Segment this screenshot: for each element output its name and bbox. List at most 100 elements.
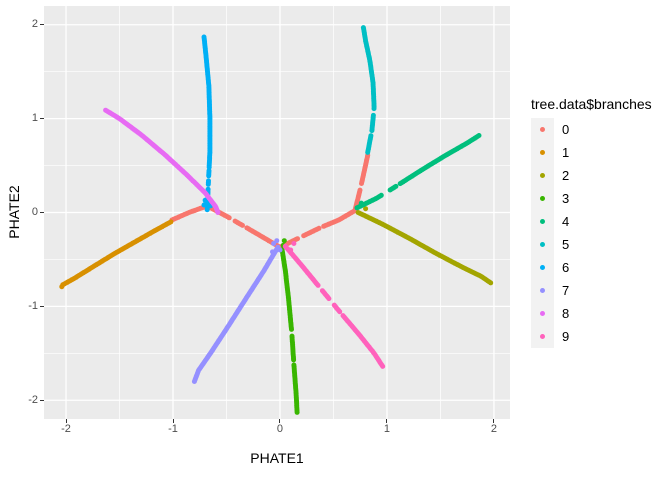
legend-key [531,233,554,256]
data-point [277,247,283,253]
x-tick-mark [279,419,281,423]
legend-dot [540,127,545,132]
legend-label: 5 [562,237,570,252]
legend-label: 0 [562,122,570,137]
legend-label: 2 [562,168,570,183]
data-point [326,296,332,302]
data-point [337,309,343,315]
legend-item-7: 7 [531,279,652,302]
data-point [378,192,384,198]
data-point [370,112,376,118]
data-point [201,202,207,208]
legend-dot [540,334,545,339]
data-point [274,238,280,244]
y-tick-mark [40,118,44,120]
legend-label: 4 [562,214,570,229]
data-point [191,379,197,384]
data-point [488,280,494,286]
legend-title: tree.data$branches [531,96,652,112]
data-point [201,34,207,40]
legend-key [531,302,554,325]
data-point [240,222,245,228]
data-point [358,200,364,206]
data-point [315,282,321,288]
y-tick-label: 0 [31,206,38,218]
legend-item-4: 4 [531,210,652,233]
plot-panel-svg [44,6,510,419]
legend-key [531,279,554,302]
data-point [291,357,297,363]
data-point [393,183,399,189]
legend-item-9: 9 [531,325,652,348]
data-point [476,133,482,138]
legend-key [531,164,554,187]
data-point [202,197,208,203]
legend-dot [540,311,545,316]
x-tick-mark [65,419,67,423]
data-point [168,219,174,225]
legend-item-8: 8 [531,302,652,325]
legend-item-5: 5 [531,233,652,256]
data-point [215,210,221,215]
legend-dot [540,219,545,224]
y-tick-label: -1 [28,299,38,312]
data-point [288,247,294,253]
data-point [316,225,322,231]
y-axis-title: PHATE2 [6,185,22,239]
legend-label: 8 [562,306,570,321]
data-point [360,25,366,31]
data-point [281,238,287,244]
y-tick-mark [40,305,44,307]
y-tick-mark [40,24,44,26]
legend-item-1: 1 [531,141,652,164]
legend-dot [540,150,545,155]
legend-item-3: 3 [531,187,652,210]
y-tick-label: 2 [31,18,38,31]
data-point [368,133,374,139]
y-tick-label: -2 [28,393,38,406]
legend-label: 3 [562,191,570,206]
legend-dot [540,242,545,247]
legend-key [531,118,554,141]
x-tick-label: -1 [168,423,178,435]
legend-key [531,141,554,164]
data-point [206,178,211,184]
data-point [205,186,211,192]
x-axis-title: PHATE1 [250,450,304,466]
data-point [270,249,275,255]
x-tick-mark [493,419,495,423]
data-point [295,236,300,242]
x-tick-label: -2 [61,423,71,435]
legend-key [531,187,554,210]
y-tick-mark [40,399,44,401]
data-point [380,363,386,369]
plot-panel [44,6,510,419]
legend-item-2: 2 [531,164,652,187]
data-point [357,187,363,193]
data-point [226,215,232,221]
legend-item-0: 0 [531,118,652,141]
data-point [59,284,65,290]
y-tick-mark [40,212,44,213]
legend-dot [540,288,545,293]
legend-key [531,256,554,279]
legend-key [531,210,554,233]
legend-label: 7 [562,283,570,298]
x-tick-mark [172,419,174,423]
x-tick-mark [386,419,388,423]
x-tick-label: 2 [490,423,498,435]
x-tick-label: 0 [276,423,284,435]
legend-item-6: 6 [531,256,652,279]
data-point [291,241,297,246]
legend-label: 9 [562,329,570,344]
y-tick-label: 1 [31,112,38,125]
x-tick-label: 1 [383,423,391,435]
legend-label: 6 [562,260,570,275]
legend: tree.data$branches 0 1 2 3 4 5 6 7 8 9 [531,96,652,348]
legend-dot [540,173,545,178]
legend-key [531,325,554,348]
legend-dot [540,265,545,270]
data-point [289,326,294,332]
legend-items: 0 1 2 3 4 5 6 7 8 9 [531,118,652,348]
